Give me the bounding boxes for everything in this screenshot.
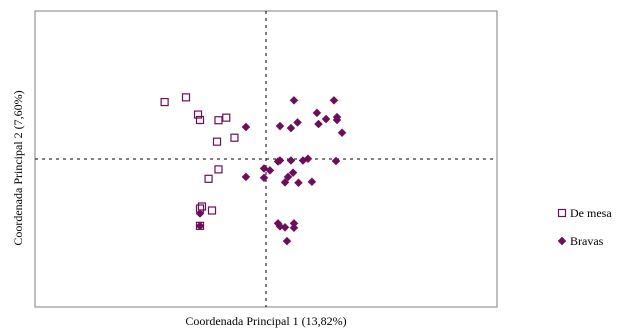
bravas-point-32 xyxy=(280,222,290,232)
bravas-point-33 xyxy=(289,223,299,233)
bravas-point-0 xyxy=(289,95,299,105)
de-mesa-point-9 xyxy=(204,174,213,183)
bravas-point-22 xyxy=(241,172,251,182)
bravas-point-23 xyxy=(259,173,269,183)
x-axis-title: Coordenada Principal 1 (13,82%) xyxy=(185,314,346,328)
bravas-point-10 xyxy=(241,122,251,132)
bravas-point-12 xyxy=(331,156,341,166)
de-mesa-point-5 xyxy=(222,113,231,122)
legend-label-de-mesa: De mesa xyxy=(570,206,612,220)
de-mesa-point-10 xyxy=(197,202,207,211)
data-points xyxy=(160,93,347,246)
y-axis-title: Coordenada Principal 2 (7,60%) xyxy=(11,90,25,245)
legend-label-bravas: Bravas xyxy=(570,234,604,248)
bravas-point-7 xyxy=(337,128,347,138)
bravas-point-21 xyxy=(283,172,293,182)
bravas-point-17 xyxy=(273,157,283,166)
bravas-point-34 xyxy=(282,236,292,246)
de-mesa-point-3 xyxy=(195,115,205,125)
bravas-point-3 xyxy=(321,114,331,124)
bravas-point-9 xyxy=(293,118,302,127)
bravas-point-25 xyxy=(294,178,303,188)
bravas-point-11 xyxy=(286,123,296,133)
de-mesa-point-6 xyxy=(212,137,222,146)
bravas-point-4 xyxy=(314,119,323,129)
de-mesa-point-7 xyxy=(230,133,239,142)
de-mesa-point-4 xyxy=(214,116,223,125)
legend-marker-bravas xyxy=(557,236,567,246)
legend-marker-de-mesa xyxy=(557,208,567,218)
de-mesa-point-8 xyxy=(214,165,223,174)
bravas-point-6 xyxy=(332,115,342,125)
bravas-point-20 xyxy=(288,168,298,178)
bravas-point-8 xyxy=(275,121,285,131)
bravas-point-19 xyxy=(265,166,275,175)
de-mesa-point-12 xyxy=(207,206,217,215)
de-mesa-point-2 xyxy=(193,110,203,119)
bravas-point-15 xyxy=(286,156,296,165)
de-mesa-point-0 xyxy=(160,97,169,107)
bravas-point-27 xyxy=(195,209,205,218)
bravas-point-28 xyxy=(195,221,205,231)
bravas-point-26 xyxy=(307,177,317,187)
bravas-point-14 xyxy=(298,156,308,165)
reference-lines xyxy=(35,11,497,307)
bravas-point-2 xyxy=(312,108,322,118)
legend: De mesa Bravas xyxy=(557,206,612,248)
de-mesa-point-1 xyxy=(181,93,191,102)
bravas-point-1 xyxy=(329,95,339,105)
bravas-point-24 xyxy=(280,177,290,187)
